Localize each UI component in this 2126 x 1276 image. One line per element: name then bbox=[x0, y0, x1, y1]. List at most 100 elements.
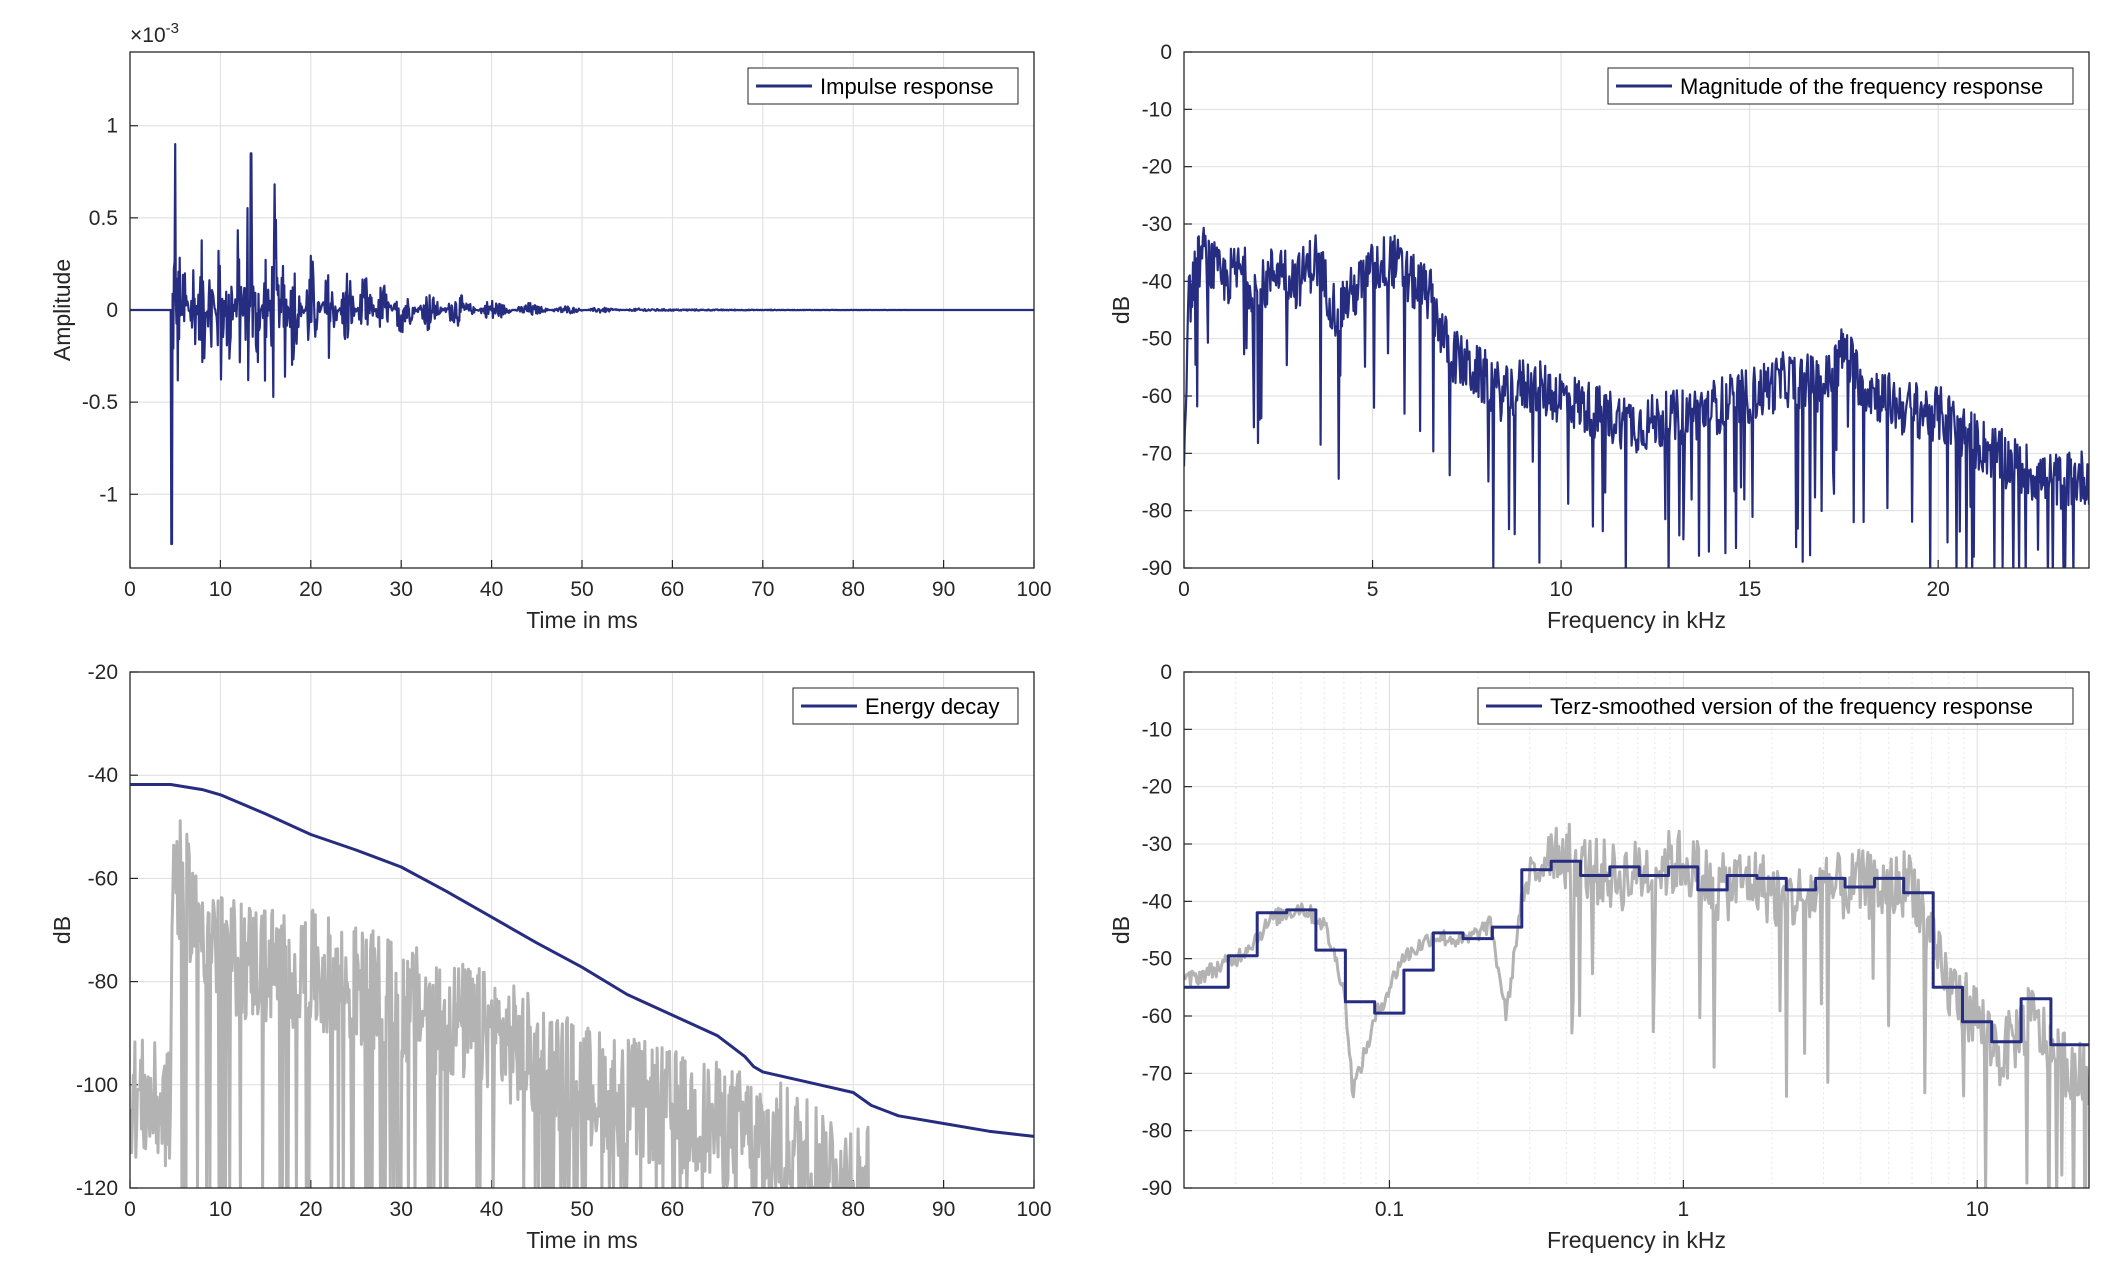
exponent-base: ×10 bbox=[130, 24, 166, 47]
series-line-magnitude-of-the-frequency-response bbox=[1184, 226, 2089, 568]
x-tick-label: 15 bbox=[1738, 578, 1761, 601]
axes-frame bbox=[129, 51, 1035, 569]
legend-label: Magnitude of the frequency response bbox=[1680, 74, 2043, 99]
y-tick-label: -1 bbox=[99, 483, 118, 506]
legend: Magnitude of the frequency response bbox=[1607, 67, 2074, 105]
y-tick-label: -20 bbox=[1142, 156, 1172, 179]
y-tick-label: -70 bbox=[1142, 1062, 1172, 1085]
x-axis-label: Time in ms bbox=[526, 607, 638, 633]
y-tick-label: 0 bbox=[106, 299, 118, 322]
y-tick-label: -10 bbox=[1142, 98, 1172, 121]
y-tick-label: -60 bbox=[1142, 1005, 1172, 1028]
y-tick-label: -80 bbox=[1142, 1120, 1172, 1143]
y-axis-label: Amplitude bbox=[49, 259, 75, 361]
y-tick-label: -100 bbox=[76, 1074, 118, 1097]
x-tick-label: 90 bbox=[932, 578, 955, 601]
chart-panel-2: 0 5 10 15 20 0 -10 -20 -30 -40 -50 -60 -70 -80 -90 Freq… bbox=[1108, 41, 2090, 633]
y-tick-label: -40 bbox=[88, 764, 118, 787]
legend: Terz-smoothed version of the frequency r… bbox=[1477, 687, 2074, 725]
x-tick-label: 10 bbox=[209, 578, 232, 601]
y-tick-label: -60 bbox=[88, 867, 118, 890]
x-tick-label: 10 bbox=[1966, 1198, 1989, 1221]
x-tick-label: 50 bbox=[570, 578, 593, 601]
x-tick-label: 0 bbox=[124, 578, 136, 601]
x-tick-label: 1 bbox=[1677, 1198, 1689, 1221]
plot-area bbox=[1184, 822, 2089, 1188]
legend-box bbox=[1607, 67, 2074, 105]
legend: Energy decay bbox=[792, 687, 1019, 725]
x-tick-label: 100 bbox=[1016, 578, 1051, 601]
y-tick-label: 1 bbox=[106, 115, 118, 138]
chart-panel-4: 0.1 1 10 0 -10 -20 -30 -40 -50 -60 -70 -80 -90 Freque… bbox=[1108, 661, 2090, 1253]
y-tick-label: -20 bbox=[88, 661, 118, 684]
y-axis-label: dB bbox=[1108, 916, 1134, 944]
series-line-terz-smoothed-version-of-the-frequency-response bbox=[1184, 859, 2089, 1047]
axes-frame bbox=[129, 671, 1035, 1189]
x-axis-label: Frequency in kHz bbox=[1547, 607, 1726, 633]
plot-area bbox=[1184, 226, 2089, 568]
x-tick-label: 40 bbox=[480, 1198, 503, 1221]
background-series-line bbox=[1184, 822, 2089, 1188]
plot-area bbox=[130, 143, 1034, 546]
exponent-power: -3 bbox=[166, 20, 179, 37]
x-axis-label: Frequency in kHz bbox=[1547, 1227, 1726, 1253]
x-tick-label: 0.1 bbox=[1375, 1198, 1404, 1221]
background-series-line bbox=[130, 819, 870, 1188]
x-tick-label: 70 bbox=[751, 1198, 774, 1221]
y-tick-label: -50 bbox=[1142, 948, 1172, 971]
x-tick-label: 0 bbox=[124, 1198, 136, 1221]
y-tick-label: -0.5 bbox=[82, 391, 118, 414]
x-tick-label: 10 bbox=[209, 1198, 232, 1221]
chart-panel-3: 0 10 20 30 40 50 60 70 80 90 100 -20 -40 -60 -80 -100 -1… bbox=[49, 661, 1052, 1253]
y-tick-label: -90 bbox=[1142, 1177, 1172, 1200]
x-tick-label: 0 bbox=[1178, 578, 1190, 601]
x-tick-label: 20 bbox=[299, 578, 322, 601]
series-line-impulse-response bbox=[130, 143, 1034, 546]
x-tick-label: 100 bbox=[1016, 1198, 1051, 1221]
y-axis-label: dB bbox=[49, 916, 75, 944]
y-tick-label: -30 bbox=[1142, 213, 1172, 236]
x-tick-label: 60 bbox=[661, 1198, 684, 1221]
x-tick-label: 70 bbox=[751, 578, 774, 601]
y-tick-label: -10 bbox=[1142, 718, 1172, 741]
x-tick-label: 5 bbox=[1367, 578, 1379, 601]
legend-box bbox=[1477, 687, 2074, 725]
legend: Impulse response bbox=[747, 67, 1019, 105]
y-tick-label: -40 bbox=[1142, 270, 1172, 293]
y-tick-label: -20 bbox=[1142, 776, 1172, 799]
exponent-label: ×10-3 bbox=[130, 20, 179, 47]
series-line-energy-decay bbox=[130, 783, 1034, 1138]
x-tick-label: 20 bbox=[1926, 578, 1949, 601]
y-tick-label: -90 bbox=[1142, 557, 1172, 580]
y-tick-label: -70 bbox=[1142, 442, 1172, 465]
y-tick-label: -30 bbox=[1142, 833, 1172, 856]
x-axis-label: Time in ms bbox=[526, 1227, 638, 1253]
y-axis-label: dB bbox=[1108, 296, 1134, 324]
legend-label: Impulse response bbox=[820, 74, 994, 99]
x-tick-label: 80 bbox=[842, 1198, 865, 1221]
legend-label: Energy decay bbox=[865, 694, 1000, 719]
y-tick-label: -80 bbox=[88, 971, 118, 994]
x-tick-label: 30 bbox=[390, 1198, 413, 1221]
y-tick-label: -60 bbox=[1142, 385, 1172, 408]
axes-frame bbox=[1183, 51, 2090, 569]
y-tick-label: -50 bbox=[1142, 328, 1172, 351]
y-tick-label: 0.5 bbox=[89, 207, 118, 230]
plot-area bbox=[130, 783, 1034, 1188]
chart-panel-1: 0 10 20 30 40 50 60 70 80 90 100 -1 -0.5 0 0.5 1 Time in… bbox=[49, 20, 1052, 633]
y-tick-label: -80 bbox=[1142, 500, 1172, 523]
y-tick-label: -120 bbox=[76, 1177, 118, 1200]
x-tick-label: 30 bbox=[390, 578, 413, 601]
x-tick-label: 50 bbox=[570, 1198, 593, 1221]
x-tick-label: 40 bbox=[480, 578, 503, 601]
x-tick-label: 60 bbox=[661, 578, 684, 601]
x-tick-label: 20 bbox=[299, 1198, 322, 1221]
x-tick-label: 80 bbox=[842, 578, 865, 601]
y-tick-label: -40 bbox=[1142, 890, 1172, 913]
legend-label: Terz-smoothed version of the frequency r… bbox=[1550, 694, 2033, 719]
y-tick-label: 0 bbox=[1160, 661, 1172, 684]
axes-frame bbox=[1183, 671, 2090, 1189]
y-tick-label: 0 bbox=[1160, 41, 1172, 64]
x-tick-label: 10 bbox=[1549, 578, 1572, 601]
